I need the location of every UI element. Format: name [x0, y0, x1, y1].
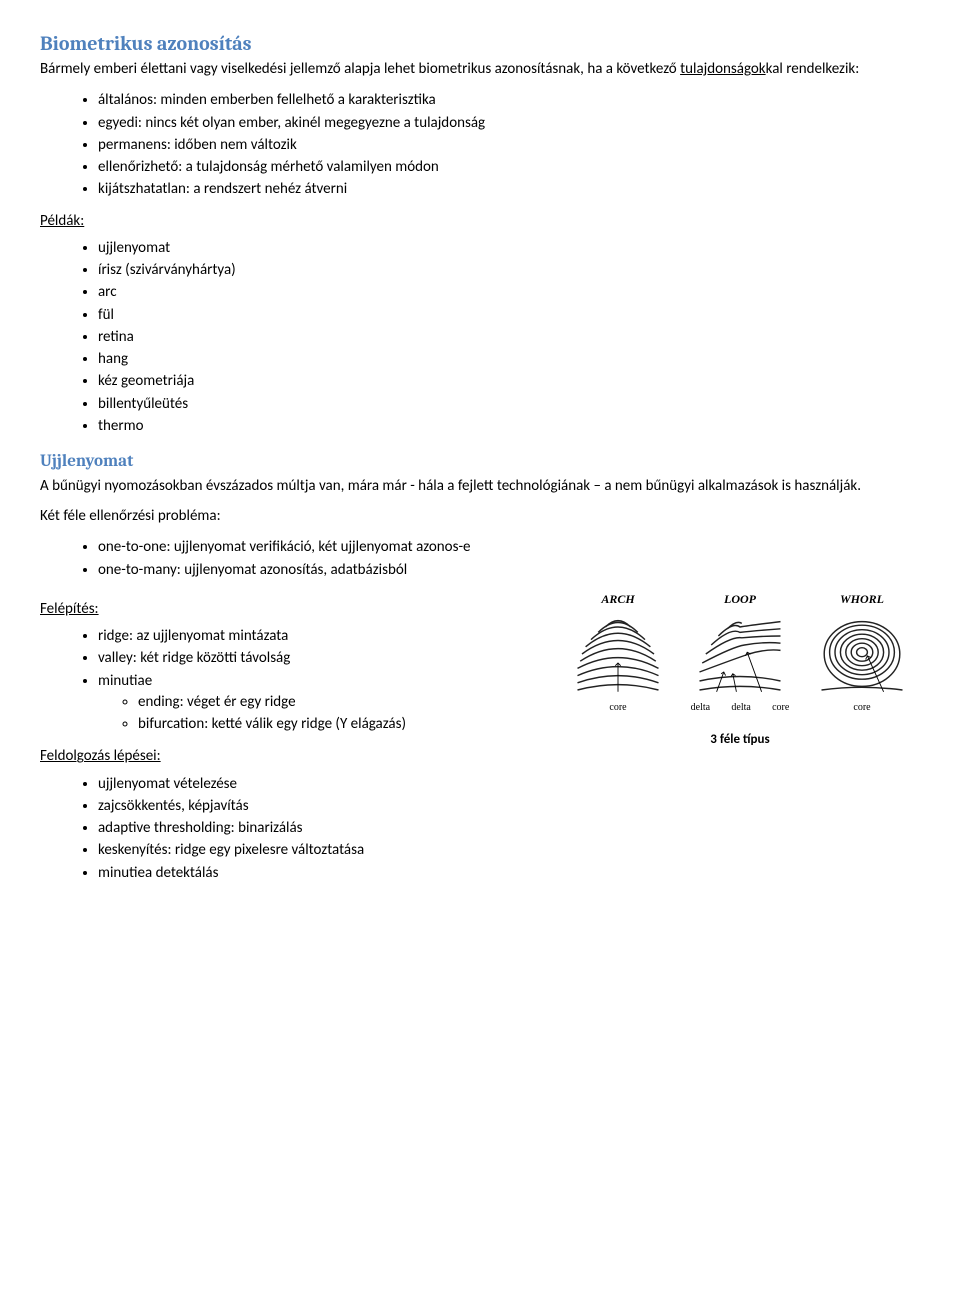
list-item: thermo: [98, 415, 920, 437]
list-item: minutiea detektálás: [98, 862, 920, 884]
list-item: kijátszhatatlan: a rendszert nehéz átver…: [98, 178, 920, 200]
fingerprint-arch-icon: [560, 609, 676, 699]
list-item: hang: [98, 348, 920, 370]
figure-caption: 3 féle típus: [560, 731, 920, 749]
fp-sublabel: delta: [731, 701, 750, 715]
structure-sublist: ending: véget ér egy ridge bifurcation: …: [98, 691, 550, 736]
fingerprint-arch: ARCH core: [560, 591, 676, 715]
examples-heading: Példák:: [40, 211, 920, 231]
examples-list: ujjlenyomat írisz (szivárványhártya) arc…: [40, 237, 920, 437]
list-item: ujjlenyomat: [98, 237, 920, 259]
intro-paragraph: Bármely emberi élettani vagy viselkedési…: [40, 59, 920, 79]
fingerprint-loop: LOOP: [682, 591, 798, 715]
check-types-label: Két féle ellenőrzési probléma:: [40, 506, 920, 526]
list-item: permanens: időben nem változik: [98, 134, 920, 156]
page-title: Biometrikus azonosítás: [40, 30, 920, 57]
list-item: ellenőrizhető: a tulajdonság mérhető val…: [98, 156, 920, 178]
properties-list: általános: minden emberben fellelhető a …: [40, 89, 920, 200]
steps-heading: Feldolgozás lépései:: [40, 746, 550, 766]
fp-sublabel: delta: [691, 701, 710, 715]
fp-sublabel: core: [609, 701, 626, 715]
fingerprint-paragraph: A bűnügyi nyomozásokban évszázados múltj…: [40, 476, 920, 496]
list-item: one-to-many: ujjlenyomat azonosítás, ada…: [98, 559, 920, 581]
fingerprint-loop-icon: [682, 609, 798, 699]
fingerprint-whorl: WHORL: [804, 591, 920, 715]
list-item: ending: véget ér egy ridge: [138, 691, 550, 713]
list-item: billentyűleütés: [98, 393, 920, 415]
list-item: ujjlenyomat vételezése: [98, 773, 920, 795]
list-item: egyedi: nincs két olyan ember, akinél me…: [98, 112, 920, 134]
list-item: fül: [98, 304, 920, 326]
intro-text-a: Bármely emberi élettani vagy viselkedési…: [40, 60, 680, 78]
list-item: valley: két ridge közötti távolság: [98, 647, 550, 669]
check-types-list: one-to-one: ujjlenyomat verifikáció, két…: [40, 536, 920, 581]
fingerprint-whorl-icon: [804, 609, 920, 699]
fingerprint-figure: ARCH core: [560, 591, 920, 748]
list-item: általános: minden emberben fellelhető a …: [98, 89, 920, 111]
list-item: one-to-one: ujjlenyomat verifikáció, két…: [98, 536, 920, 558]
list-item: zajcsökkentés, képjavítás: [98, 795, 920, 817]
intro-text-underline: tulajdonságok: [680, 60, 766, 78]
list-item: ridge: az ujjlenyomat mintázata: [98, 625, 550, 647]
fp-sublabel: core: [853, 701, 870, 715]
fp-header: LOOP: [682, 591, 798, 607]
fp-header: ARCH: [560, 591, 676, 607]
section-title-fingerprint: Ujjlenyomat: [40, 451, 920, 474]
list-item: írisz (szivárványhártya): [98, 259, 920, 281]
steps-list: ujjlenyomat vételezése zajcsökkentés, ké…: [40, 773, 920, 884]
fp-sublabel: core: [772, 701, 789, 715]
intro-text-b: kal rendelkezik:: [766, 60, 860, 78]
list-item: arc: [98, 281, 920, 303]
list-item: retina: [98, 326, 920, 348]
list-item: bifurcation: ketté válik egy ridge (Y el…: [138, 713, 550, 735]
structure-list: ridge: az ujjlenyomat mintázata valley: …: [40, 625, 550, 736]
structure-heading: Felépítés:: [40, 599, 550, 619]
list-item: adaptive thresholding: binarizálás: [98, 817, 920, 839]
list-item: keskenyítés: ridge egy pixelesre változt…: [98, 839, 920, 861]
list-item: kéz geometriája: [98, 370, 920, 392]
list-item: minutiae ending: véget ér egy ridge bifu…: [98, 670, 550, 737]
fp-header: WHORL: [804, 591, 920, 607]
